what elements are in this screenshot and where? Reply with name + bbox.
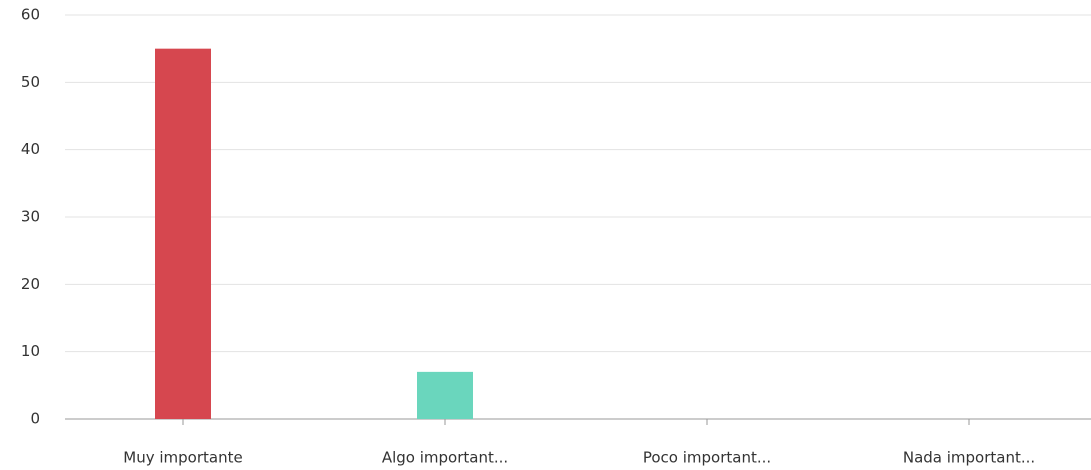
y-tick-label: 60 [21,6,40,24]
y-tick-label: 40 [21,140,40,158]
y-tick-label: 20 [21,275,40,293]
x-tick-label: Poco important... [643,449,771,467]
bar [417,371,473,419]
y-tick-label: 10 [21,342,40,360]
x-tick-label: Nada important... [903,449,1035,467]
bar [155,48,211,420]
y-tick-label: 0 [30,410,40,428]
y-tick-label: 30 [21,208,40,226]
y-tick-label: 50 [21,73,40,91]
x-tick-label: Muy importante [123,449,242,467]
x-tick-label: Algo important... [382,449,508,467]
